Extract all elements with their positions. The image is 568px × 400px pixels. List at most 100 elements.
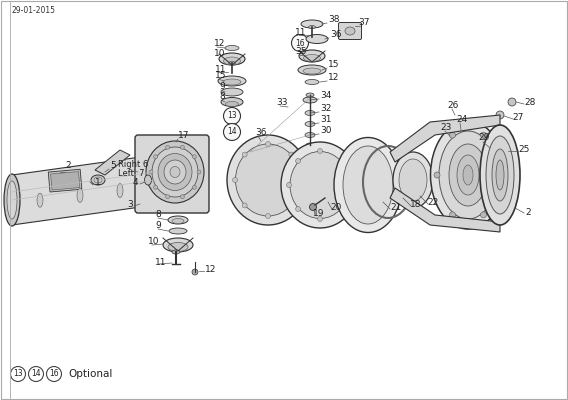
Circle shape <box>496 172 502 178</box>
Circle shape <box>192 269 198 275</box>
Text: 12: 12 <box>205 265 216 274</box>
Polygon shape <box>390 188 500 232</box>
Circle shape <box>166 145 170 149</box>
Text: 9: 9 <box>155 221 161 230</box>
Text: 20: 20 <box>330 203 341 212</box>
Ellipse shape <box>168 242 188 252</box>
Ellipse shape <box>305 132 315 138</box>
Text: 10: 10 <box>214 49 225 58</box>
Text: 21: 21 <box>390 203 402 212</box>
Text: 13: 13 <box>13 370 23 378</box>
Circle shape <box>166 195 170 199</box>
Ellipse shape <box>301 20 323 28</box>
Text: 9: 9 <box>219 82 225 91</box>
Ellipse shape <box>299 50 325 62</box>
Ellipse shape <box>306 143 314 147</box>
Circle shape <box>265 142 270 146</box>
Text: 4: 4 <box>132 178 138 187</box>
Circle shape <box>291 34 308 52</box>
Text: 34: 34 <box>320 91 331 100</box>
Ellipse shape <box>399 159 427 201</box>
Circle shape <box>193 185 197 189</box>
Ellipse shape <box>496 160 504 190</box>
Circle shape <box>242 203 247 208</box>
Circle shape <box>181 145 185 149</box>
Ellipse shape <box>158 154 192 190</box>
Text: 3: 3 <box>127 200 133 209</box>
Ellipse shape <box>449 144 487 206</box>
Text: 18: 18 <box>410 200 421 209</box>
Text: 12: 12 <box>214 39 225 48</box>
Circle shape <box>232 178 237 182</box>
Circle shape <box>153 185 157 189</box>
Ellipse shape <box>170 166 180 178</box>
Ellipse shape <box>218 76 246 86</box>
Polygon shape <box>95 150 130 175</box>
Circle shape <box>481 212 487 218</box>
Ellipse shape <box>345 27 355 35</box>
Circle shape <box>223 124 240 140</box>
Ellipse shape <box>457 155 479 195</box>
Circle shape <box>496 111 504 119</box>
Text: 32: 32 <box>320 104 331 113</box>
Text: 15: 15 <box>328 60 340 69</box>
Circle shape <box>434 172 440 178</box>
Text: 31: 31 <box>320 115 332 124</box>
Circle shape <box>223 108 240 124</box>
Ellipse shape <box>163 238 193 252</box>
Ellipse shape <box>228 62 236 64</box>
Ellipse shape <box>168 216 188 224</box>
Ellipse shape <box>480 125 520 225</box>
FancyBboxPatch shape <box>339 22 361 40</box>
Ellipse shape <box>219 53 245 65</box>
Text: 23: 23 <box>440 123 452 132</box>
Ellipse shape <box>303 68 321 74</box>
Text: 11: 11 <box>215 65 227 74</box>
Ellipse shape <box>305 110 315 116</box>
Text: 36: 36 <box>330 30 341 39</box>
Circle shape <box>349 182 353 188</box>
Text: Right 6: Right 6 <box>118 160 148 169</box>
Ellipse shape <box>305 122 315 126</box>
Ellipse shape <box>492 149 508 201</box>
Bar <box>48 169 82 192</box>
Ellipse shape <box>221 98 243 106</box>
Circle shape <box>449 132 456 138</box>
Circle shape <box>197 170 201 174</box>
Ellipse shape <box>298 65 326 75</box>
Circle shape <box>286 182 291 188</box>
Ellipse shape <box>225 46 239 50</box>
Text: 12: 12 <box>328 73 339 82</box>
Ellipse shape <box>172 250 180 254</box>
Circle shape <box>340 206 344 212</box>
Ellipse shape <box>94 177 102 183</box>
Text: Left  7: Left 7 <box>118 169 144 178</box>
Text: 36: 36 <box>255 128 266 137</box>
Text: 37: 37 <box>358 18 370 27</box>
Ellipse shape <box>117 184 123 198</box>
Text: 22: 22 <box>427 198 438 207</box>
Circle shape <box>318 216 323 222</box>
Polygon shape <box>390 115 500 162</box>
Ellipse shape <box>343 146 393 224</box>
Ellipse shape <box>463 165 473 185</box>
Circle shape <box>265 214 270 218</box>
Text: 15: 15 <box>215 71 227 80</box>
Ellipse shape <box>225 102 239 106</box>
Ellipse shape <box>290 152 350 218</box>
Text: 11: 11 <box>155 258 166 267</box>
Text: 14: 14 <box>31 370 41 378</box>
Text: 5: 5 <box>110 161 116 170</box>
Circle shape <box>242 152 247 157</box>
Circle shape <box>318 148 323 154</box>
Text: 26: 26 <box>447 101 458 110</box>
Circle shape <box>153 155 157 159</box>
Text: 38: 38 <box>328 15 340 24</box>
Ellipse shape <box>91 175 105 185</box>
Circle shape <box>295 158 300 164</box>
Text: 33: 33 <box>276 98 287 107</box>
Ellipse shape <box>431 121 506 229</box>
Polygon shape <box>12 155 155 225</box>
Text: 28: 28 <box>524 98 536 107</box>
Text: 14: 14 <box>227 128 237 136</box>
